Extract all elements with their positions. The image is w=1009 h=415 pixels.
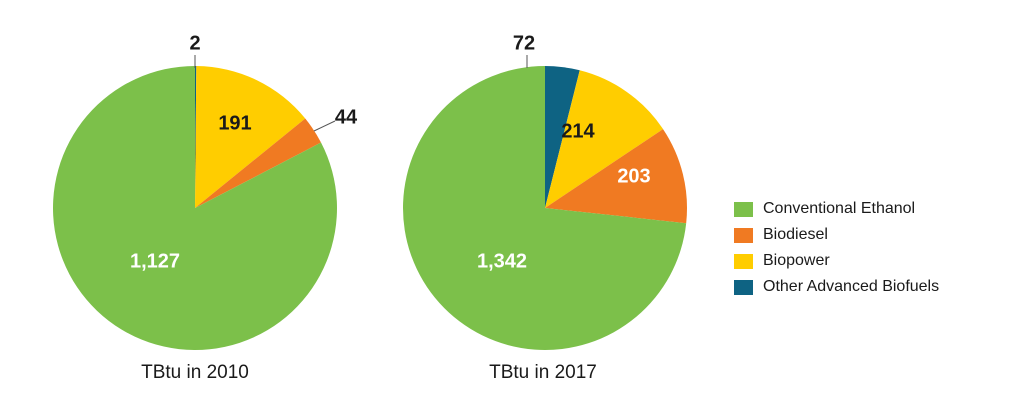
slice-value-label: 214	[561, 120, 595, 142]
pie-slice-biodiesel	[195, 118, 322, 208]
slice-value-label: 2	[189, 32, 200, 54]
leader-line	[313, 120, 336, 132]
legend-label: Biodiesel	[763, 226, 828, 243]
legend-item-biodiesel: Biodiesel	[734, 222, 939, 248]
pie-slice-conventional-ethanol	[53, 66, 338, 350]
legend-swatch	[734, 253, 753, 269]
slice-value-label: 203	[617, 165, 650, 187]
chart-caption-2010: TBtu in 2010	[141, 362, 249, 383]
pie-slice-other-advanced-biofuels	[195, 66, 197, 208]
legend-item-biopower: Biopower	[734, 248, 939, 274]
slice-value-label: 191	[218, 112, 251, 134]
legend-label: Conventional Ethanol	[763, 200, 916, 217]
legend-swatch	[734, 227, 753, 243]
legend-item-conventional-ethanol: Conventional Ethanol	[734, 196, 939, 222]
pie-slice-biopower	[545, 70, 664, 209]
slice-value-label: 72	[513, 32, 535, 54]
legend-label: Biopower	[763, 252, 830, 269]
pie-slice-biopower	[195, 66, 306, 208]
legend-swatch	[734, 279, 753, 295]
slice-value-label: 44	[335, 106, 358, 128]
slice-value-label: 1,342	[477, 250, 527, 272]
pie-slice-other-advanced-biofuels	[545, 66, 580, 208]
chart-caption-2017: TBtu in 2017	[489, 362, 597, 383]
legend: Conventional Ethanol Biodiesel Biopower …	[734, 196, 939, 300]
pie-slice-biodiesel	[545, 129, 687, 224]
slice-value-label: 1,127	[130, 250, 180, 272]
legend-item-other-advanced-biofuels: Other Advanced Biofuels	[734, 274, 939, 300]
legend-swatch	[734, 201, 753, 217]
pie-slice-conventional-ethanol	[403, 66, 687, 350]
legend-label: Other Advanced Biofuels	[763, 278, 940, 295]
